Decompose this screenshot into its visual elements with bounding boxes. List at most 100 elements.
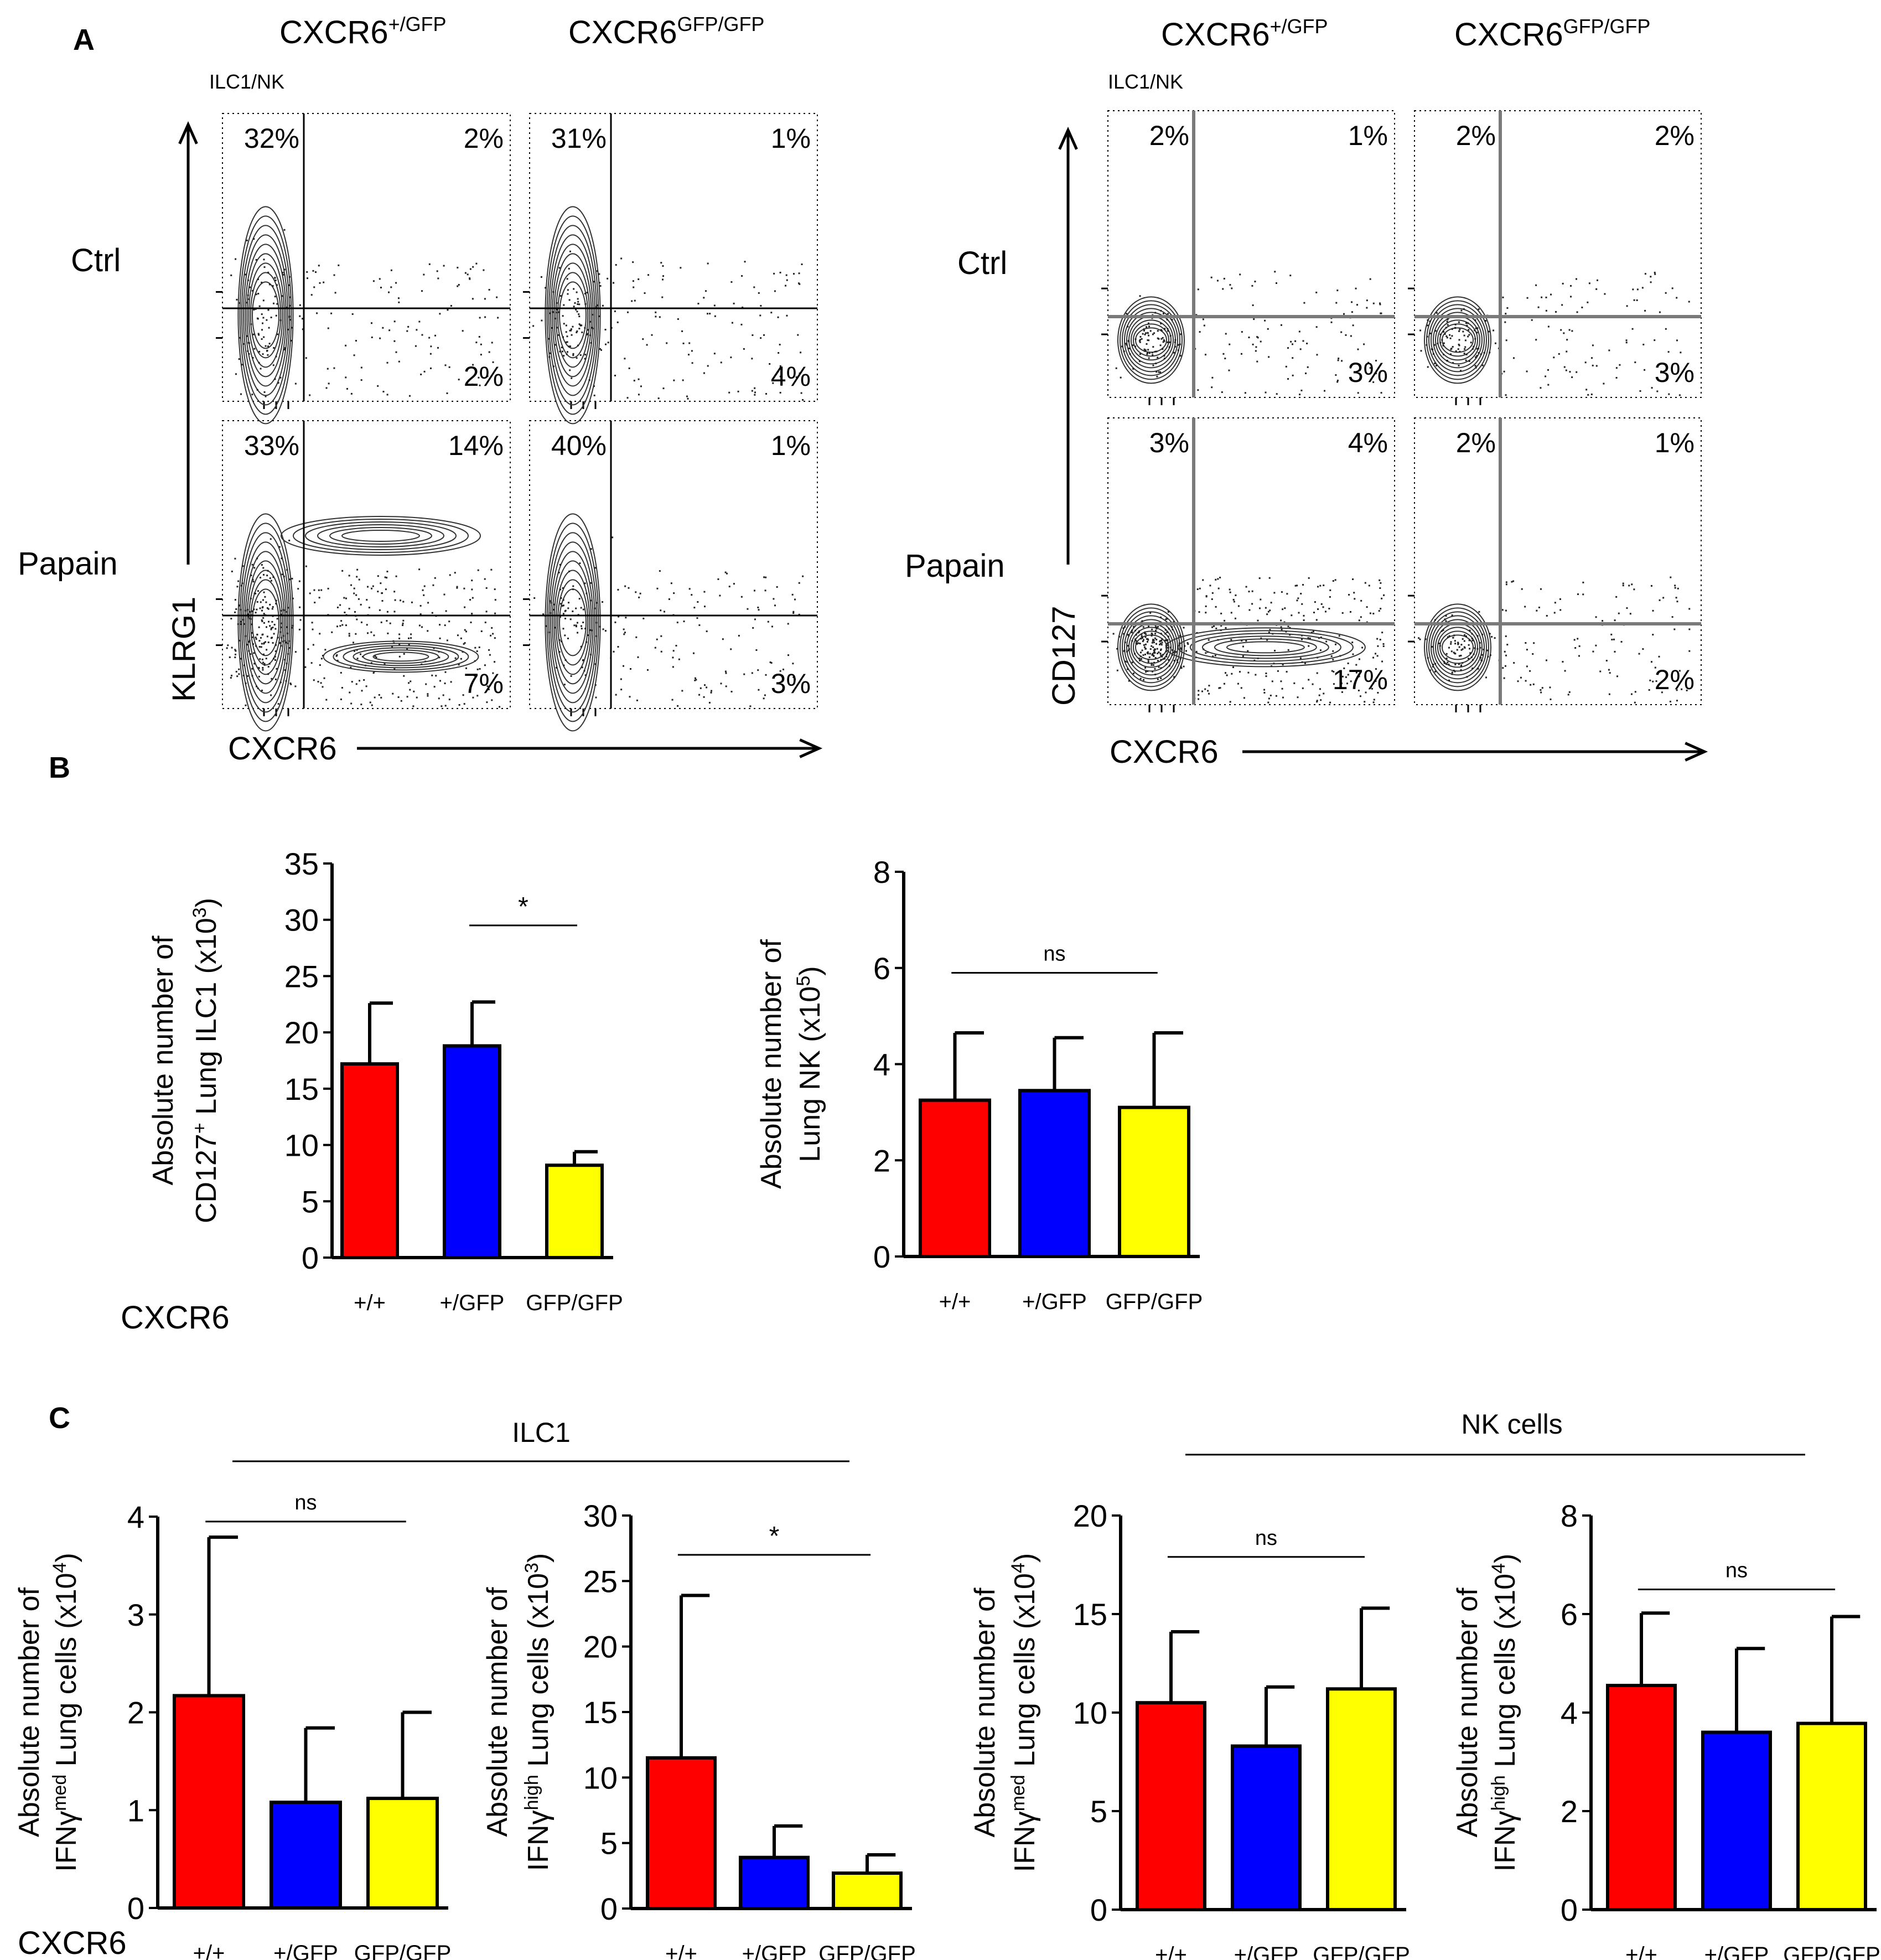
event-dot [1340, 331, 1343, 333]
event-dot [1242, 645, 1244, 648]
event-dot [1180, 333, 1182, 335]
event-dot [724, 571, 727, 573]
event-dot [367, 632, 369, 634]
event-dot [1618, 612, 1620, 614]
event-dot [272, 285, 274, 287]
event-dot [783, 668, 785, 670]
event-dot [230, 274, 232, 276]
event-dot [250, 597, 252, 599]
quadrant-ur-label: 1% [771, 430, 811, 461]
event-dot [1308, 577, 1310, 579]
event-dot [577, 344, 579, 347]
event-dot [1270, 602, 1272, 604]
event-dot [567, 293, 569, 295]
event-dot [275, 355, 277, 358]
event-dot [1626, 607, 1628, 609]
event-dot [1351, 642, 1354, 644]
event-dot [258, 361, 260, 364]
event-dot [1274, 271, 1276, 273]
y-axis-label-cd127: CD127 [1046, 606, 1082, 706]
event-dot [1460, 665, 1462, 667]
event-dot [1319, 649, 1322, 651]
y-tick-label: 25 [583, 1564, 618, 1599]
event-dot [562, 336, 564, 338]
event-dot [264, 641, 266, 643]
event-dot [1223, 682, 1225, 685]
event-dot [488, 351, 490, 353]
event-dot [1217, 578, 1219, 580]
event-dot [1152, 654, 1154, 656]
event-dot [765, 576, 767, 578]
flow-plot-left-ctrl-het-frame [222, 113, 511, 402]
event-dot [1447, 318, 1449, 320]
event-dot [572, 588, 574, 591]
event-dot [1333, 671, 1335, 673]
event-dot [1217, 587, 1220, 589]
event-dot [1584, 361, 1587, 364]
event-dot [1158, 371, 1160, 373]
event-dot [587, 329, 589, 331]
event-dot [1358, 675, 1360, 678]
event-dot [584, 358, 586, 360]
event-dot [555, 317, 557, 319]
event-dot [1512, 580, 1515, 582]
event-dot [659, 316, 661, 318]
event-dot [1254, 281, 1256, 283]
event-dot [235, 373, 237, 375]
event-dot [660, 262, 662, 264]
event-dot [377, 575, 379, 577]
event-dot [1532, 683, 1535, 685]
event-dot [492, 672, 494, 674]
event-dot [740, 323, 743, 325]
event-dot [1255, 346, 1257, 348]
event-dot [416, 696, 418, 699]
event-dot [1154, 624, 1157, 627]
event-dot [345, 344, 347, 347]
bar-+/+ [1136, 1701, 1206, 1911]
event-dot [1665, 292, 1667, 294]
event-dot [1369, 278, 1371, 280]
event-dot [261, 609, 263, 612]
event-dot [1611, 638, 1613, 640]
contour-tail-lower [353, 647, 449, 666]
event-dot [1180, 647, 1182, 649]
quadrant-ul-label: 31% [551, 123, 607, 154]
event-dot [691, 594, 693, 596]
event-dot [1139, 678, 1142, 680]
event-dot [1463, 352, 1465, 354]
event-dot [274, 277, 276, 279]
event-dot [1629, 613, 1631, 615]
event-dot [1211, 626, 1214, 628]
event-dot [398, 301, 400, 303]
event-dot [1380, 608, 1382, 610]
event-dot [627, 311, 629, 313]
bar-GFP/GFP [832, 1871, 903, 1911]
event-dot [568, 299, 571, 301]
event-dot [1651, 387, 1653, 389]
event-dot [1613, 638, 1615, 640]
event-dot [741, 275, 743, 277]
event-dot [1258, 577, 1261, 580]
event-dot [724, 670, 727, 673]
event-dot [460, 637, 462, 639]
event-dot [429, 353, 432, 355]
event-dot [1139, 339, 1141, 341]
event-dot [1316, 701, 1318, 703]
event-dot [274, 655, 276, 658]
event-dot [370, 662, 372, 664]
event-dot [1263, 691, 1266, 694]
event-dot [802, 575, 804, 577]
event-dot [583, 670, 585, 672]
event-dot [1147, 639, 1149, 641]
event-dot [1445, 327, 1447, 329]
event-dot [703, 606, 706, 608]
event-dot [1460, 309, 1463, 312]
contour-ring [1135, 327, 1167, 353]
event-dot [1487, 655, 1489, 658]
event-dot [549, 352, 551, 354]
event-dot [1230, 612, 1232, 614]
event-dot [256, 601, 258, 603]
event-dot [1247, 650, 1249, 652]
event-dot [251, 632, 253, 634]
event-dot [1347, 674, 1349, 676]
